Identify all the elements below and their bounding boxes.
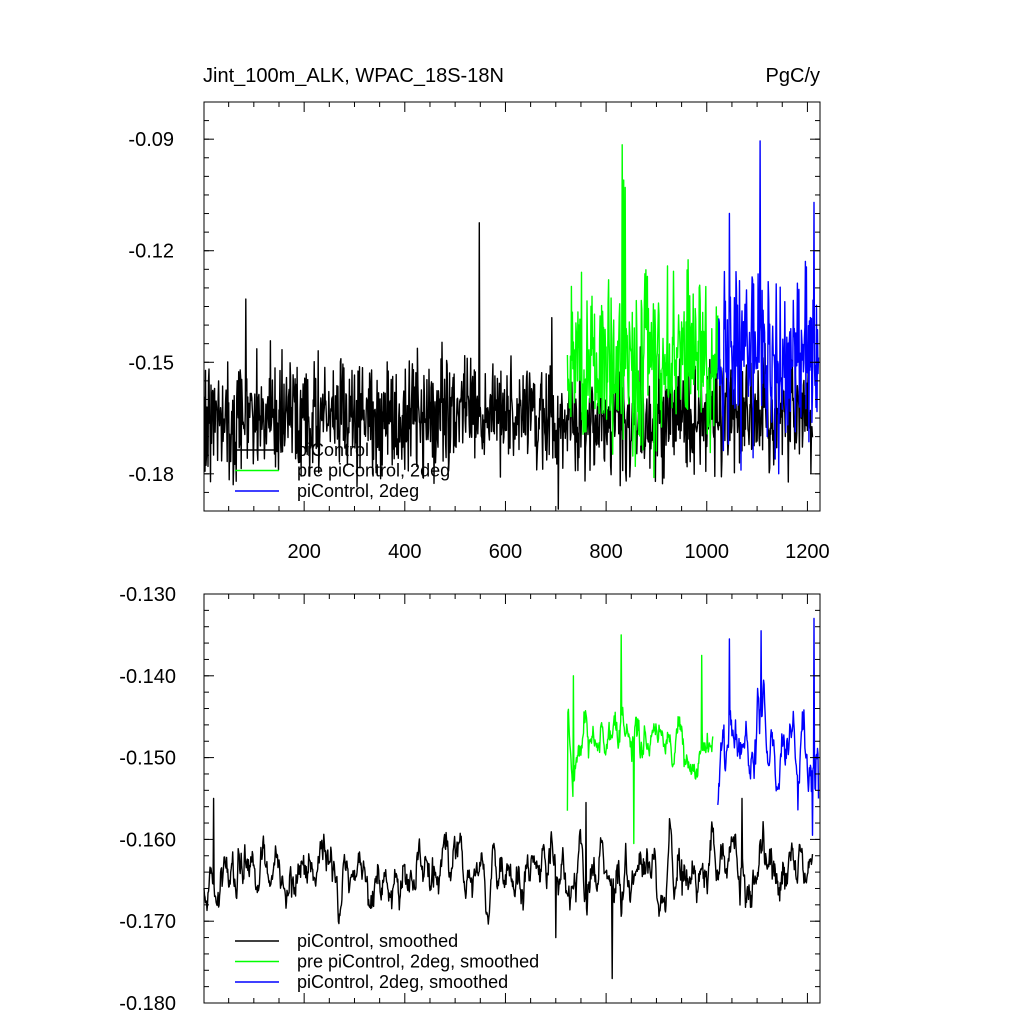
bottom-series-line-2: [566, 634, 714, 845]
bottom-legend-label-3: piControl, 2deg, smoothed: [297, 972, 508, 992]
top-y-tick-label: -0.12: [128, 241, 174, 263]
bottom-y-tick-label: -0.150: [119, 748, 176, 770]
bottom-legend-label-2: pre piControl, 2deg, smoothed: [297, 952, 539, 972]
bottom-legend-label-1: piControl, smoothed: [297, 931, 458, 951]
bottom-y-tick-label: -0.170: [119, 911, 176, 933]
bottom-series-line-3: [717, 617, 820, 836]
chart-title: Jint_100m_ALK, WPAC_18S-18N: [203, 65, 504, 87]
top-y-tick-label: -0.15: [128, 352, 174, 374]
top-legend-label-2: pre piControl, 2deg: [297, 461, 450, 481]
top-legend-label-1: piControl: [297, 440, 369, 460]
top-x-tick-label: 200: [287, 541, 320, 563]
top-series-line-3: [717, 140, 820, 475]
top-y-tick-label: -0.18: [128, 464, 174, 486]
top-panel: -0.18 -0.15 -0.12 -0.09 200 400 600 800 1000 1200…: [128, 101, 830, 563]
bottom-y-tick-label: -0.130: [119, 584, 176, 606]
top-x-tick-label: 1200: [785, 541, 830, 563]
bottom-plot-frame: [203, 593, 821, 1004]
bottom-panel: -0.180 -0.170 -0.160 -0.150 -0.140 -0.130 piCo…: [119, 584, 821, 1015]
top-legend-label-3: piControl, 2deg: [297, 481, 419, 501]
bottom-y-tick-label: -0.140: [119, 666, 176, 688]
units-label: PgC/y: [766, 65, 820, 87]
bottom-y-tick-label: -0.160: [119, 829, 176, 851]
top-series-line-1: [203, 222, 814, 510]
top-x-tick-label: 800: [589, 541, 622, 563]
top-y-tick-label: -0.09: [128, 129, 174, 151]
bottom-y-tick-label: -0.180: [119, 993, 176, 1015]
top-series-line-2: [566, 144, 719, 479]
top-x-tick-label: 600: [489, 541, 522, 563]
top-x-tick-label: 1000: [685, 541, 730, 563]
top-x-tick-label: 400: [388, 541, 421, 563]
bottom-series-line-1: [203, 797, 814, 980]
